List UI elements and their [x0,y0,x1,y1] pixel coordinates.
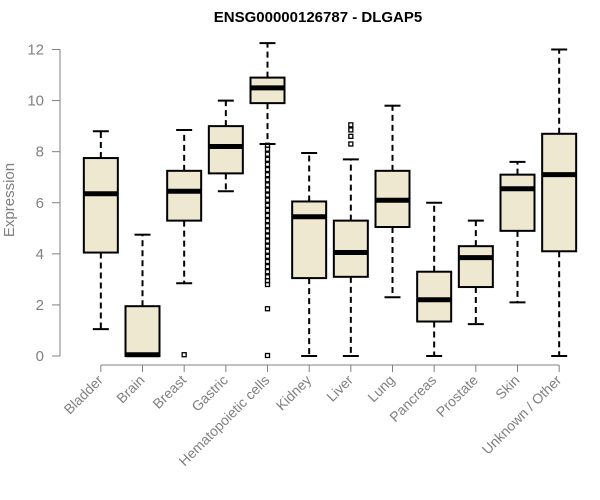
y-tick-label: 8 [36,144,44,161]
outlier-point [348,122,354,128]
outlier-point [264,146,271,152]
outlier-point [264,156,271,162]
x-tick-label: Liver [323,372,356,405]
outlier-point [264,207,271,214]
outlier-point [348,127,354,133]
iqr-box [541,132,578,253]
box-group [457,219,494,326]
outlier-point [264,281,271,288]
box-group [249,42,286,359]
iqr-box [207,125,244,175]
outlier-point [264,166,271,173]
outlier-point [264,269,271,275]
outlier-point [264,263,271,270]
outlier-point [264,172,271,178]
outlier-point [264,233,271,239]
y-tick-label: 2 [36,297,44,314]
box-group [374,104,411,299]
outlier-point [181,352,187,358]
chart-title: ENSG00000126787 - DLGAP5 [214,9,422,26]
y-tick-label: 10 [27,93,44,110]
box-group [541,48,578,357]
outlier-point [264,161,271,168]
box-group [82,130,119,331]
x-tick-label: Skin [492,372,523,403]
iqr-box [457,245,494,289]
outlier-point [264,177,271,183]
y-axis: 0 2 4 6 8 10 12 [27,42,61,365]
x-tick-label: Brain [113,372,147,406]
box-group [166,128,203,358]
iqr-box [291,200,328,280]
box-group [332,122,369,357]
outlier-point [264,192,271,198]
box-group [124,233,161,358]
box-group [416,201,453,357]
iqr-box [82,157,119,254]
y-tick-label: 12 [27,42,44,59]
outlier-point [264,217,271,224]
y-tick-label: 0 [36,348,44,365]
x-tick-label: Lung [364,372,397,405]
outlier-point [264,258,271,265]
x-tick-label: Bladder [61,372,107,418]
outlier-point [264,352,271,359]
x-tick-label: Breast [149,372,189,412]
y-tick-label: 6 [36,195,44,212]
outlier-point [264,197,271,203]
iqr-box [416,270,453,323]
x-tick-label: Kidney [273,372,315,414]
iqr-box [499,173,536,232]
iqr-box [249,76,286,105]
x-tick-label: Unknown / Other [479,372,565,458]
y-axis-label: Expression [1,163,18,237]
outlier-point [264,151,271,157]
iqr-box [166,169,203,222]
outlier-point [264,306,271,312]
outlier-point [264,243,271,249]
outlier-point [264,223,271,229]
outlier-point [264,248,271,254]
iqr-box [124,305,161,358]
outlier-point [264,238,271,244]
x-tick-label: Prostate [433,372,481,420]
iqr-box [332,219,369,278]
outlier-point [264,202,271,208]
outlier-point [348,133,354,139]
box-group [207,99,244,193]
outlier-point [348,141,354,147]
outlier-point [264,182,271,188]
outlier-point [264,253,271,260]
boxes [82,42,578,359]
outlier-point [264,228,271,234]
outlier-point [264,212,271,219]
box-group [291,151,328,357]
box-group [499,160,536,304]
outlier-point [264,187,271,193]
y-tick-label: 4 [36,246,44,263]
